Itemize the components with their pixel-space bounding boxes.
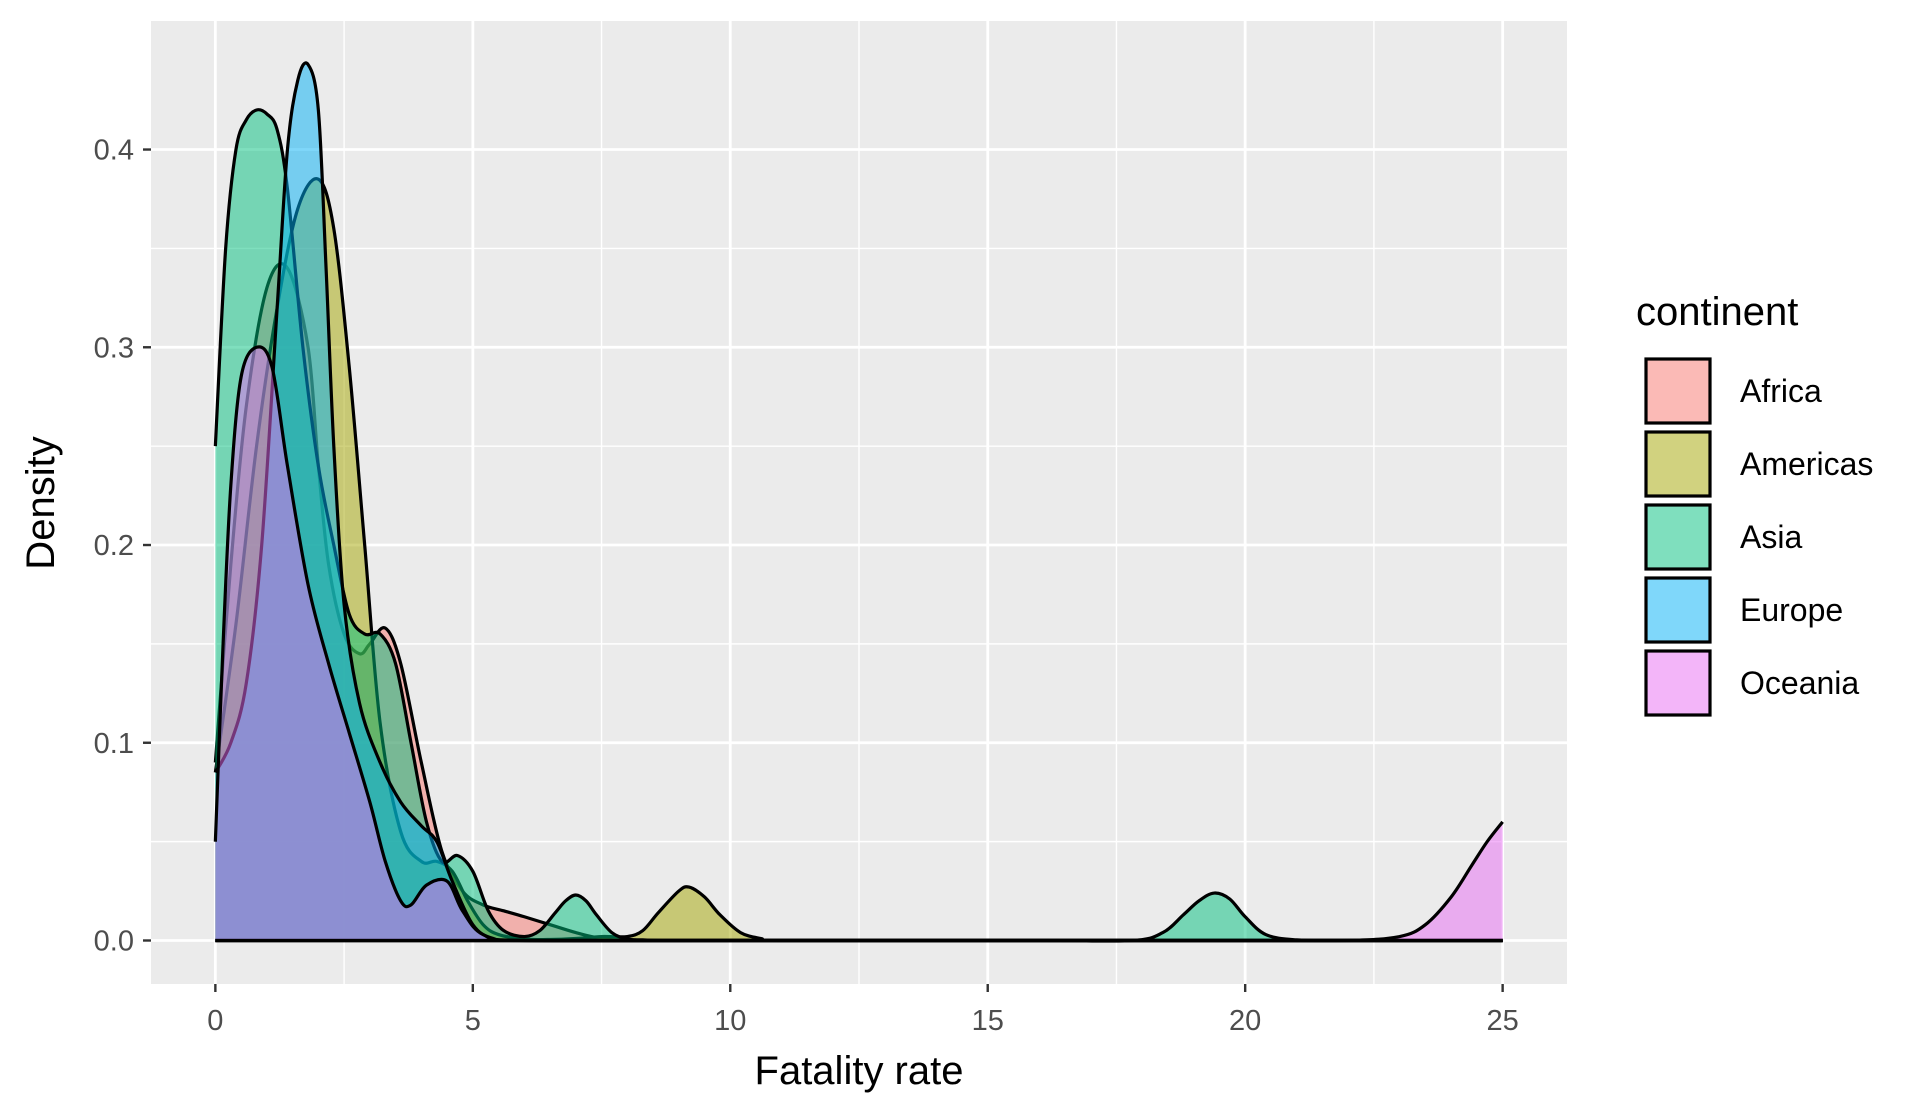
y-tick-labels: 0.0 0.1 0.2 0.3 0.4 (94, 135, 134, 958)
x-tick-label: 20 (1229, 1005, 1261, 1037)
x-tick-label: 15 (972, 1005, 1004, 1037)
x-tick-label: 25 (1487, 1005, 1519, 1037)
axis-ticks (143, 148, 1504, 992)
legend-label-americas: Americas (1740, 446, 1873, 482)
y-tick-label: 0.0 (94, 925, 134, 957)
legend-items: Africa Americas Asia Europe Oceania (1644, 357, 1873, 717)
legend-item-africa: Africa (1644, 357, 1822, 425)
legend-swatch-europe (1644, 576, 1712, 644)
x-tick-label: 5 (465, 1005, 481, 1037)
legend-swatch-asia (1644, 503, 1712, 571)
density-series (213, 61, 1504, 943)
legend-label-oceania: Oceania (1740, 665, 1859, 701)
legend-title: continent (1636, 290, 1798, 334)
legend-swatch-oceania (1644, 649, 1712, 717)
y-tick-label: 0.4 (94, 135, 134, 167)
y-axis-title: Density (19, 436, 63, 569)
minor-gridlines (151, 21, 1567, 984)
legend-label-europe: Europe (1740, 592, 1843, 628)
legend-label-africa: Africa (1740, 373, 1822, 409)
x-tick-labels: 0 5 10 15 20 25 (207, 1005, 1518, 1037)
legend: continent Africa Americas Asia Europe Oceani… (1636, 290, 1873, 717)
y-tick-label: 0.3 (94, 332, 134, 364)
density-area-oceania (215, 346, 1503, 941)
legend-item-oceania: Oceania (1644, 649, 1859, 717)
legend-item-asia: Asia (1644, 503, 1802, 571)
x-tick-label: 10 (714, 1005, 746, 1037)
legend-item-americas: Americas (1644, 430, 1873, 498)
x-tick-label: 0 (207, 1005, 223, 1037)
legend-swatch-americas (1644, 430, 1712, 498)
legend-swatch-africa (1644, 357, 1712, 425)
y-tick-label: 0.1 (94, 728, 134, 760)
series-oceania (213, 345, 1504, 943)
legend-item-europe: Europe (1644, 576, 1843, 644)
legend-label-asia: Asia (1740, 519, 1802, 555)
y-tick-label: 0.2 (94, 530, 134, 562)
x-axis-title: Fatality rate (755, 1049, 964, 1093)
